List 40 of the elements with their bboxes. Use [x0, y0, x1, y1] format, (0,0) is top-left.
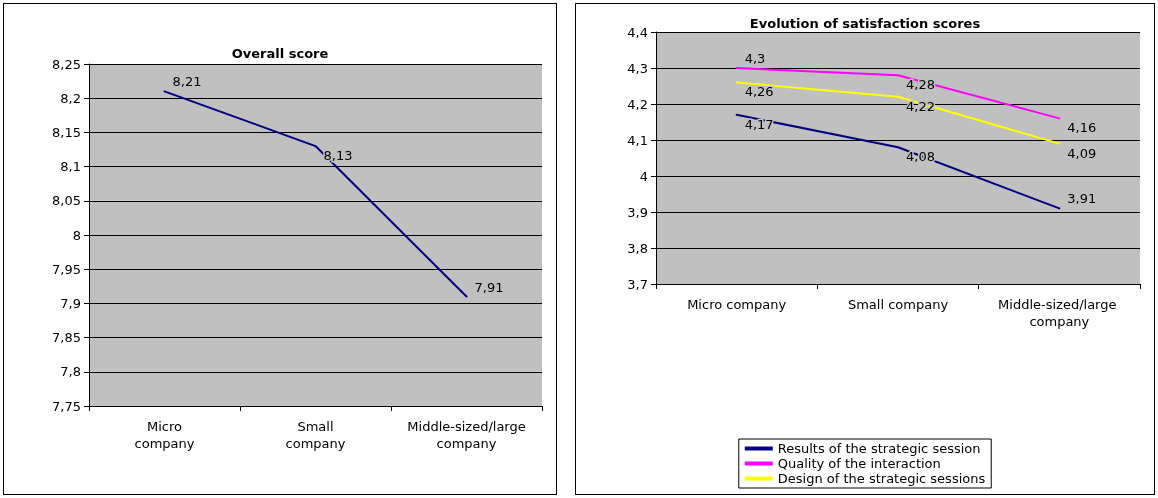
- chart-title: Evolution of satisfaction scores: [749, 16, 981, 31]
- y-tick-label: 8,25: [52, 56, 81, 72]
- y-tick-label: 8,15: [52, 124, 81, 140]
- x-tick-label: Middle-sized/large company: [407, 419, 526, 451]
- y-tick-label: 3,9: [627, 204, 648, 220]
- y-tick-label: 4,1: [627, 132, 648, 148]
- data-label: 7,91: [474, 279, 504, 295]
- y-tick-label: 4,4: [627, 24, 648, 40]
- y-tick-label: 8,2: [60, 90, 81, 106]
- y-tick-label: 8,05: [52, 193, 81, 209]
- y-tick-label: 4,2: [627, 96, 648, 112]
- y-tick-label: 8: [72, 227, 81, 243]
- y-tick-label: 7,8: [60, 364, 81, 380]
- y-tick-label: 7,85: [52, 330, 81, 346]
- data-label: 8,13: [323, 148, 353, 164]
- y-tick-label: 7,95: [52, 261, 81, 277]
- x-tick-label: Micro company: [687, 297, 787, 312]
- data-label: 4,17: [744, 116, 774, 132]
- y-tick-label: 4,3: [627, 60, 648, 76]
- data-label: 4,3: [744, 51, 766, 66]
- data-label: 4,16: [1067, 120, 1097, 136]
- data-label: 4,28: [906, 77, 935, 93]
- data-label: 3,91: [1067, 191, 1097, 207]
- chart-title: Overall score: [231, 46, 329, 61]
- legend-label: Design of the strategic sessions: [777, 471, 986, 486]
- data-label: 4,26: [744, 84, 774, 100]
- y-tick-label: 7,9: [60, 295, 81, 311]
- x-tick-label: Small company: [847, 297, 949, 312]
- y-tick-label: 8,1: [60, 159, 81, 175]
- x-tick-label: Middle-sized/large company: [998, 297, 1121, 329]
- x-tick-label: Micro company: [134, 419, 195, 451]
- x-tick-label: Small company: [285, 419, 346, 451]
- y-tick-label: 7,75: [52, 398, 81, 414]
- data-label: 8,21: [172, 74, 202, 90]
- y-tick-label: 3,7: [627, 276, 648, 292]
- data-label: 4,09: [1067, 145, 1097, 161]
- legend-label: Results of the strategic session: [777, 441, 981, 456]
- y-tick-label: 3,8: [627, 240, 648, 256]
- y-tick-label: 4: [639, 168, 648, 184]
- legend-label: Quality of the interaction: [777, 456, 941, 471]
